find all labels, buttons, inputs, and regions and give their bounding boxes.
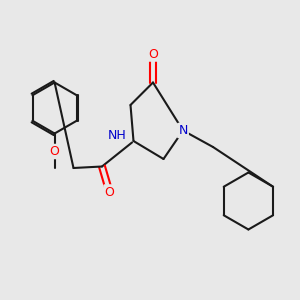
Text: O: O <box>50 145 59 158</box>
Text: N: N <box>178 124 188 137</box>
Text: O: O <box>105 185 114 199</box>
Text: O: O <box>148 47 158 61</box>
Text: NH: NH <box>108 129 126 142</box>
